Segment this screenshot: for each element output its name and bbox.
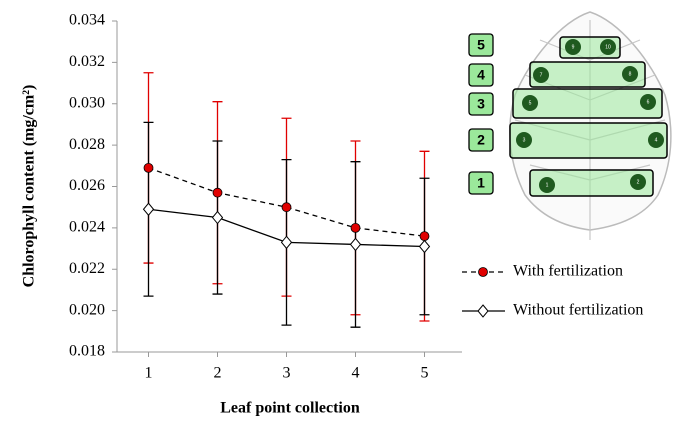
y-tick-label: 0.034 (69, 12, 105, 29)
point-dot (516, 132, 532, 148)
marker (350, 222, 361, 233)
y-tick-label: 0.020 (69, 301, 105, 318)
zone-label-box (468, 92, 494, 116)
point-label: 10 (605, 44, 611, 50)
point-label: 2 (637, 179, 640, 185)
x-tick-label: 1 (145, 365, 153, 382)
marker (281, 202, 292, 213)
marker (142, 202, 155, 217)
y-tick-label: 0.026 (69, 177, 105, 194)
x-tick-label: 2 (214, 365, 222, 382)
x-tick-label: 5 (421, 365, 429, 382)
zone-label-box (468, 63, 494, 87)
zone-box (509, 122, 668, 159)
point-dot (565, 39, 581, 55)
point-dot (539, 177, 555, 193)
series-line (148, 167, 425, 237)
point-dot (533, 67, 549, 83)
point-label: 4 (655, 137, 658, 143)
zone-box (529, 61, 646, 88)
point-label: 1 (546, 182, 549, 188)
legend-marker (478, 267, 488, 277)
point-label: 3 (523, 137, 526, 143)
zone-label-box (468, 128, 494, 152)
legend-label: Without fertilization (513, 302, 643, 319)
y-tick-label: 0.032 (69, 53, 105, 70)
zone-label-box (468, 171, 494, 195)
point-label: 6 (647, 99, 650, 105)
point-dot (622, 66, 638, 82)
marker (211, 210, 224, 225)
zone-label: 2 (477, 132, 485, 148)
point-dot (640, 94, 656, 110)
zone-label: 5 (477, 37, 485, 53)
leaf-diagram (509, 11, 672, 240)
zone-box (512, 88, 663, 119)
y-tick-label: 0.028 (69, 136, 105, 153)
zone-label-box (468, 33, 494, 57)
y-tick-label: 0.022 (69, 260, 105, 277)
x-axis-title: Leaf point collection (220, 400, 360, 417)
legend-label: With fertilization (513, 263, 623, 280)
marker (143, 162, 154, 173)
marker (280, 235, 293, 250)
x-tick-label: 4 (352, 365, 360, 382)
zone-label: 3 (477, 96, 485, 112)
point-label: 9 (572, 44, 575, 50)
marker (349, 237, 362, 252)
marker (419, 231, 430, 242)
point-label: 7 (540, 72, 543, 78)
y-tick-label: 0.024 (69, 219, 105, 236)
y-tick-label: 0.018 (69, 343, 105, 360)
y-tick-label: 0.030 (69, 94, 105, 111)
point-label: 5 (529, 100, 532, 106)
point-dot (522, 95, 538, 111)
legend-marker (477, 304, 489, 318)
point-dot (648, 132, 664, 148)
point-dot (600, 39, 616, 55)
marker (418, 239, 431, 254)
marker (212, 187, 223, 198)
point-label: 8 (629, 71, 632, 77)
point-dot (630, 174, 646, 190)
zone-label: 1 (477, 175, 485, 191)
zone-label: 4 (477, 67, 485, 83)
zone-box (529, 169, 654, 197)
x-tick-label: 3 (283, 365, 291, 382)
y-axis-title: Chlorophyll content (mg/cm²) (21, 85, 38, 288)
